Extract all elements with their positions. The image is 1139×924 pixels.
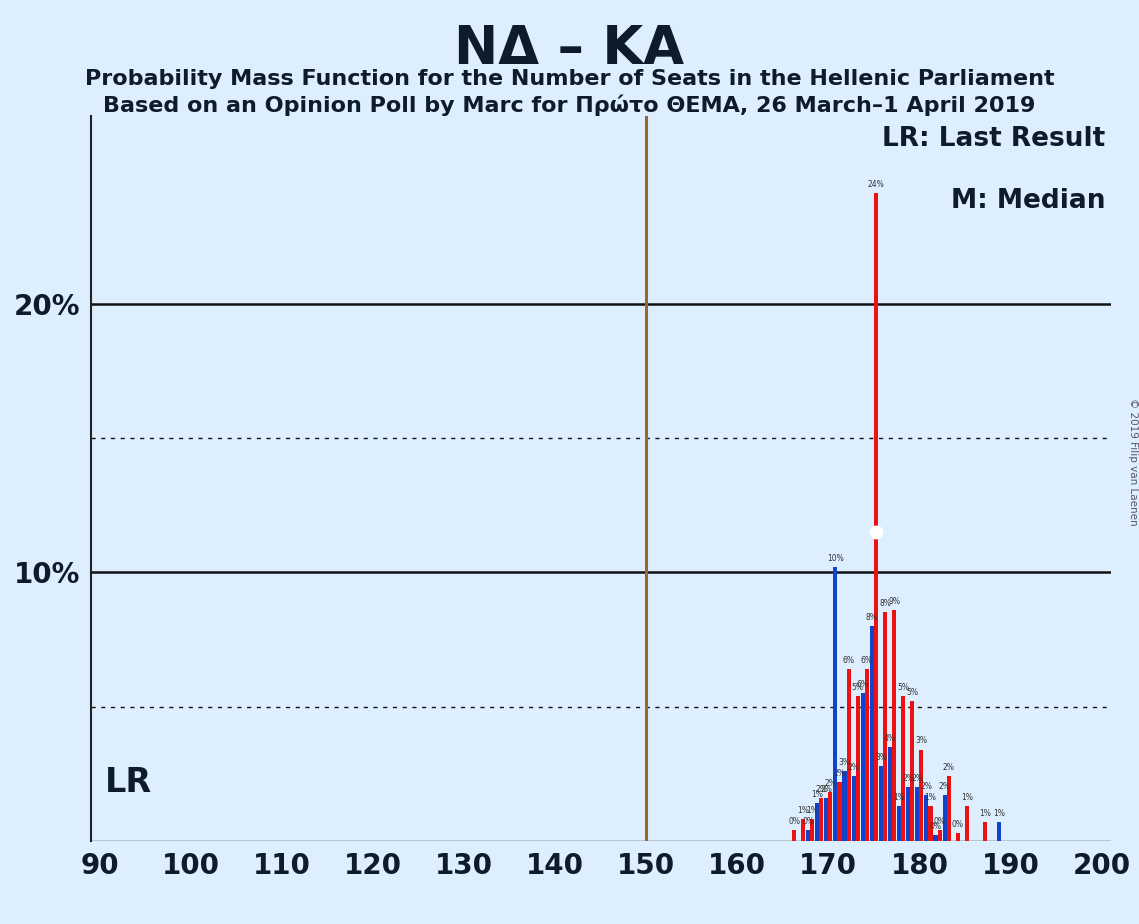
Text: 6%: 6% (843, 656, 854, 665)
Bar (916, 787, 919, 841)
Bar (892, 610, 896, 841)
Text: 8%: 8% (879, 600, 891, 609)
Bar (816, 803, 819, 841)
Bar (819, 797, 823, 841)
Text: 2%: 2% (943, 763, 954, 772)
Text: 10%: 10% (827, 553, 844, 563)
Bar (956, 833, 960, 841)
Text: 0%: 0% (802, 817, 814, 826)
Text: 6%: 6% (861, 656, 872, 665)
Text: 2%: 2% (902, 774, 915, 783)
Bar (792, 830, 796, 841)
Text: 3%: 3% (838, 758, 851, 767)
Text: 0%: 0% (952, 820, 964, 829)
Text: 8%: 8% (866, 613, 878, 622)
Text: 3%: 3% (875, 752, 887, 761)
Text: 2%: 2% (847, 763, 860, 772)
Bar (865, 669, 869, 841)
Text: 6%: 6% (857, 680, 869, 689)
Text: © 2019 Filip van Laenen: © 2019 Filip van Laenen (1129, 398, 1138, 526)
Bar (855, 696, 860, 841)
Text: 1%: 1% (893, 793, 906, 802)
Bar (943, 796, 947, 841)
Bar (998, 822, 1001, 841)
Bar (846, 669, 851, 841)
Bar (852, 776, 855, 841)
Text: 2%: 2% (939, 782, 951, 791)
Text: Based on an Opinion Poll by Marc for Πρώτο ΘΕΜΑ, 26 March–1 April 2019: Based on an Opinion Poll by Marc for Πρώ… (104, 94, 1035, 116)
Bar (947, 776, 951, 841)
Text: 1%: 1% (811, 790, 823, 799)
Bar (965, 806, 969, 841)
Bar (837, 782, 842, 841)
Text: 0%: 0% (934, 817, 945, 826)
Text: 1%: 1% (925, 793, 936, 802)
Bar (861, 693, 865, 841)
Bar (901, 696, 906, 841)
Bar (870, 626, 874, 841)
Bar (806, 830, 810, 841)
Bar (910, 701, 915, 841)
Text: 3%: 3% (916, 736, 927, 746)
Text: 4%: 4% (884, 734, 896, 743)
Bar (937, 830, 942, 841)
Bar (925, 796, 928, 841)
Text: 2%: 2% (920, 782, 933, 791)
Bar (983, 822, 988, 841)
Text: 2%: 2% (834, 769, 845, 778)
Text: 9%: 9% (888, 597, 900, 606)
Text: 1%: 1% (961, 793, 973, 802)
Bar (928, 806, 933, 841)
Bar (828, 793, 833, 841)
Text: 2%: 2% (825, 780, 836, 788)
Text: 1%: 1% (797, 807, 809, 815)
Text: 1%: 1% (980, 809, 991, 818)
Text: M: Median: M: Median (951, 188, 1106, 214)
Text: 1%: 1% (806, 807, 818, 815)
Bar (883, 613, 887, 841)
Bar (898, 806, 901, 841)
Text: 2%: 2% (820, 784, 833, 794)
Text: 2%: 2% (911, 774, 924, 783)
Text: 5%: 5% (852, 683, 863, 692)
Text: 24%: 24% (868, 180, 884, 189)
Bar (907, 787, 910, 841)
Text: 0%: 0% (929, 822, 942, 832)
Bar (879, 766, 883, 841)
Bar (825, 797, 828, 841)
Bar (843, 771, 846, 841)
Bar (874, 193, 878, 841)
Text: 5%: 5% (907, 688, 918, 697)
Text: NΔ – KA: NΔ – KA (454, 23, 685, 75)
Text: 0%: 0% (788, 817, 800, 826)
Bar (801, 820, 805, 841)
Text: 5%: 5% (898, 683, 909, 692)
Bar (888, 747, 892, 841)
Bar (934, 835, 937, 841)
Bar (834, 566, 837, 841)
Text: Probability Mass Function for the Number of Seats in the Hellenic Parliament: Probability Mass Function for the Number… (84, 69, 1055, 90)
Text: LR: LR (105, 766, 151, 798)
Bar (810, 820, 814, 841)
Text: 2%: 2% (816, 784, 827, 794)
Text: LR: Last Result: LR: Last Result (883, 127, 1106, 152)
Text: 1%: 1% (993, 809, 1006, 818)
Bar (919, 749, 924, 841)
